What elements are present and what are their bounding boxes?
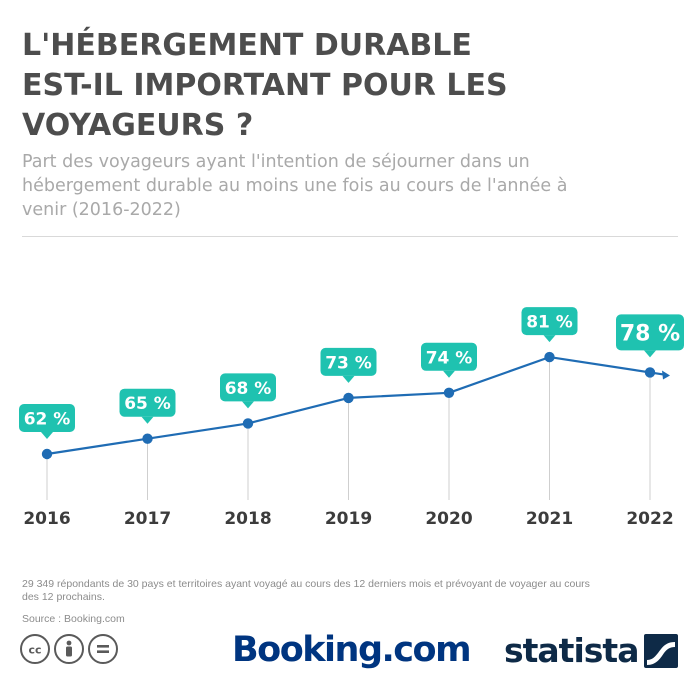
data-point bbox=[142, 433, 153, 444]
data-label-box bbox=[220, 373, 276, 402]
cc-icon: cc bbox=[20, 634, 50, 664]
line-arrow-icon bbox=[662, 370, 670, 380]
data-label-box bbox=[320, 347, 377, 376]
data-label-text: 68 % bbox=[225, 379, 272, 399]
data-label-pointer bbox=[141, 416, 154, 424]
data-point bbox=[443, 387, 455, 398]
data-label: 78 % bbox=[616, 314, 684, 358]
data-label-pointer bbox=[41, 432, 53, 439]
data-label-pointer bbox=[242, 401, 254, 409]
data-label-box bbox=[19, 404, 75, 432]
x-tick-label: 2016 bbox=[23, 509, 70, 529]
data-point bbox=[343, 392, 354, 404]
license-icons: cc bbox=[20, 634, 118, 664]
data-label-text: 62 % bbox=[24, 410, 71, 430]
attribution-icon bbox=[54, 634, 84, 664]
data-point bbox=[242, 418, 254, 429]
series-line bbox=[46, 356, 665, 456]
data-label-box bbox=[421, 342, 477, 371]
data-point bbox=[644, 367, 656, 378]
data-label-pointer bbox=[543, 335, 556, 343]
data-point bbox=[544, 351, 555, 363]
data-label-pointer bbox=[644, 350, 656, 358]
data-label: 73 % bbox=[320, 347, 377, 383]
data-label-text: 74 % bbox=[426, 348, 473, 368]
x-tick-label: 2020 bbox=[425, 509, 472, 529]
svg-text:cc: cc bbox=[28, 644, 41, 657]
chart-subtitle: Part des voyageurs ayant l'intention de … bbox=[22, 150, 642, 222]
footnote-line: 29 349 répondants de 30 pays et territoi… bbox=[22, 578, 590, 590]
data-label-box bbox=[616, 314, 684, 351]
data-label: 81 % bbox=[521, 307, 578, 343]
title-divider bbox=[22, 236, 678, 237]
title-line: VOYAGEURS ? bbox=[22, 108, 254, 143]
chart-title: L'HÉBERGEMENT DURABLE EST-IL IMPORTANT P… bbox=[22, 26, 662, 146]
title-line: L'HÉBERGEMENT DURABLE bbox=[22, 28, 472, 63]
data-label: 62 % bbox=[19, 404, 75, 439]
subtitle-line: Part des voyageurs ayant l'intention de … bbox=[22, 152, 530, 172]
x-tick-label: 2018 bbox=[224, 509, 271, 529]
booking-logo: Booking.com bbox=[232, 630, 472, 670]
title-line: EST-IL IMPORTANT POUR LES bbox=[22, 68, 508, 103]
data-label-text: 78 % bbox=[620, 321, 680, 346]
x-tick-label: 2022 bbox=[626, 509, 673, 529]
data-label-box bbox=[521, 307, 578, 336]
statista-logo: statista bbox=[504, 629, 679, 673]
statista-wordmark: statista bbox=[504, 631, 639, 670]
data-label-text: 81 % bbox=[526, 313, 573, 333]
data-label: 68 % bbox=[220, 373, 276, 409]
data-label: 65 % bbox=[119, 388, 176, 424]
data-label-pointer bbox=[443, 370, 455, 378]
subtitle-line: venir (2016-2022) bbox=[22, 200, 181, 220]
data-label: 74 % bbox=[421, 342, 477, 378]
x-tick-label: 2019 bbox=[325, 509, 372, 529]
data-point bbox=[41, 448, 53, 460]
data-label-text: 73 % bbox=[325, 353, 372, 373]
x-tick-label: 2021 bbox=[526, 509, 573, 529]
line-chart: 62 % 2016 65 % 2017 68 % 2018 73 % 2019 74 % 2020… bbox=[19, 307, 684, 529]
chart-footnote: 29 349 répondants de 30 pays et territoi… bbox=[22, 578, 678, 604]
data-label-box bbox=[119, 388, 176, 417]
x-tick-label: 2017 bbox=[124, 509, 171, 529]
data-label-pointer bbox=[342, 375, 355, 383]
data-label-text: 65 % bbox=[124, 394, 171, 414]
statista-mark-icon bbox=[644, 634, 679, 668]
no-derivatives-icon bbox=[88, 634, 118, 664]
chart-source: Source : Booking.com bbox=[22, 613, 125, 625]
footnote-line: des 12 prochains. bbox=[22, 591, 105, 603]
subtitle-line: hébergement durable au moins une fois au… bbox=[22, 176, 568, 196]
